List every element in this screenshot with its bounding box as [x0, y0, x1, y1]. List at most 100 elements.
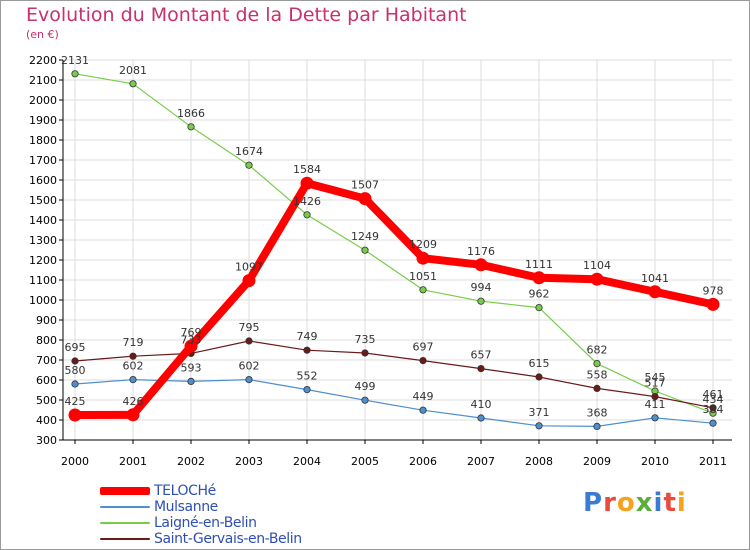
data-point: [242, 274, 256, 288]
x-tick-label: 2010: [641, 455, 669, 468]
data-point: [419, 356, 427, 365]
data-point: [535, 422, 543, 430]
x-tick-label: 2008: [525, 455, 553, 468]
y-tick-label: 2200: [29, 54, 57, 67]
data-point: [651, 392, 659, 401]
data-label: 719: [123, 336, 144, 349]
y-tick-label: 2000: [29, 94, 57, 107]
data-label: 552: [297, 370, 318, 383]
data-point: [651, 414, 659, 422]
data-label: 1507: [351, 179, 379, 192]
data-point: [477, 364, 485, 373]
data-label: 749: [297, 330, 318, 343]
data-label: 602: [123, 360, 144, 373]
y-tick-label: 600: [36, 374, 57, 387]
data-label: 602: [239, 360, 260, 373]
data-label: 962: [529, 288, 550, 301]
logo-letter: r: [603, 488, 617, 518]
data-point: [245, 337, 253, 345]
y-tick-label: 1500: [29, 194, 57, 207]
y-tick-label: 500: [36, 394, 57, 407]
data-label: 368: [587, 406, 608, 419]
y-tick-label: 2100: [29, 74, 57, 87]
data-label: 1111: [525, 258, 553, 271]
data-label: 1674: [235, 145, 263, 158]
x-tick-label: 2003: [235, 455, 263, 468]
data-label: 615: [529, 357, 550, 370]
series-line-Laigné-en-Belin: [74, 73, 714, 414]
y-tick-label: 1000: [29, 294, 57, 307]
y-tick-label: 1700: [29, 154, 57, 167]
x-tick-label: 2011: [699, 455, 727, 468]
data-point: [71, 380, 79, 388]
data-point: [303, 211, 311, 219]
data-point: [419, 286, 427, 294]
data-label: 1866: [177, 107, 205, 120]
data-label: 1097: [235, 261, 263, 274]
data-label: 695: [65, 341, 86, 354]
data-label: 580: [65, 364, 86, 377]
data-label: 795: [239, 321, 260, 334]
x-tick-label: 2001: [119, 455, 147, 468]
data-point: [245, 375, 253, 384]
chart-subtitle: (en €): [26, 28, 59, 41]
y-tick-label: 1200: [29, 254, 57, 267]
legend-item: TELOCHé: [100, 483, 302, 499]
data-point: [126, 408, 140, 422]
y-tick-label: 400: [36, 414, 57, 427]
x-tick-label: 2007: [467, 455, 495, 468]
data-point: [358, 192, 372, 206]
legend-swatch: [100, 538, 150, 540]
logo-letter: i: [653, 488, 664, 518]
legend-item: Saint-Gervais-en-Belin: [100, 531, 302, 547]
data-point: [477, 297, 485, 305]
y-tick-label: 1800: [29, 134, 57, 147]
data-label: 1176: [467, 245, 495, 258]
data-label: 449: [413, 390, 434, 403]
data-point: [532, 271, 546, 285]
data-label: 558: [587, 368, 608, 381]
data-label: 545: [645, 371, 666, 384]
data-point: [129, 80, 137, 88]
data-label: 1041: [641, 272, 669, 285]
data-point: [245, 161, 253, 169]
data-label: 1584: [293, 163, 321, 176]
data-label: 2081: [119, 64, 147, 77]
data-label: 994: [471, 281, 492, 294]
data-point: [535, 373, 543, 381]
data-point: [709, 419, 717, 427]
series-line-Mulsanne: [74, 379, 714, 427]
legend-swatch: [100, 522, 150, 524]
data-label: 461: [703, 388, 724, 401]
data-label: 426: [123, 395, 144, 408]
data-point: [706, 297, 720, 311]
data-point: [593, 359, 601, 368]
data-label: 384: [703, 403, 724, 416]
data-label: 410: [471, 398, 492, 411]
data-point: [709, 404, 717, 412]
y-tick-label: 1300: [29, 234, 57, 247]
data-label: 978: [703, 284, 724, 297]
data-point: [303, 346, 311, 354]
data-label: 682: [587, 344, 608, 357]
data-point: [474, 258, 488, 272]
data-point: [419, 406, 427, 414]
x-tick-label: 2009: [583, 455, 611, 468]
data-label: 425: [65, 395, 86, 408]
y-tick-label: 1400: [29, 214, 57, 227]
y-tick-label: 900: [36, 314, 57, 327]
data-point: [68, 408, 82, 422]
data-point: [184, 339, 198, 353]
legend-item: Laigné-en-Belin: [100, 515, 302, 531]
x-tick-label: 2000: [61, 455, 89, 468]
y-tick-label: 1100: [29, 274, 57, 287]
legend-swatch: [100, 487, 150, 495]
legend-label: Saint-Gervais-en-Belin: [154, 531, 302, 547]
x-tick-label: 2004: [293, 455, 321, 468]
data-label: 1426: [293, 195, 321, 208]
data-point: [71, 357, 79, 365]
data-point: [129, 375, 137, 384]
data-point: [71, 70, 79, 78]
